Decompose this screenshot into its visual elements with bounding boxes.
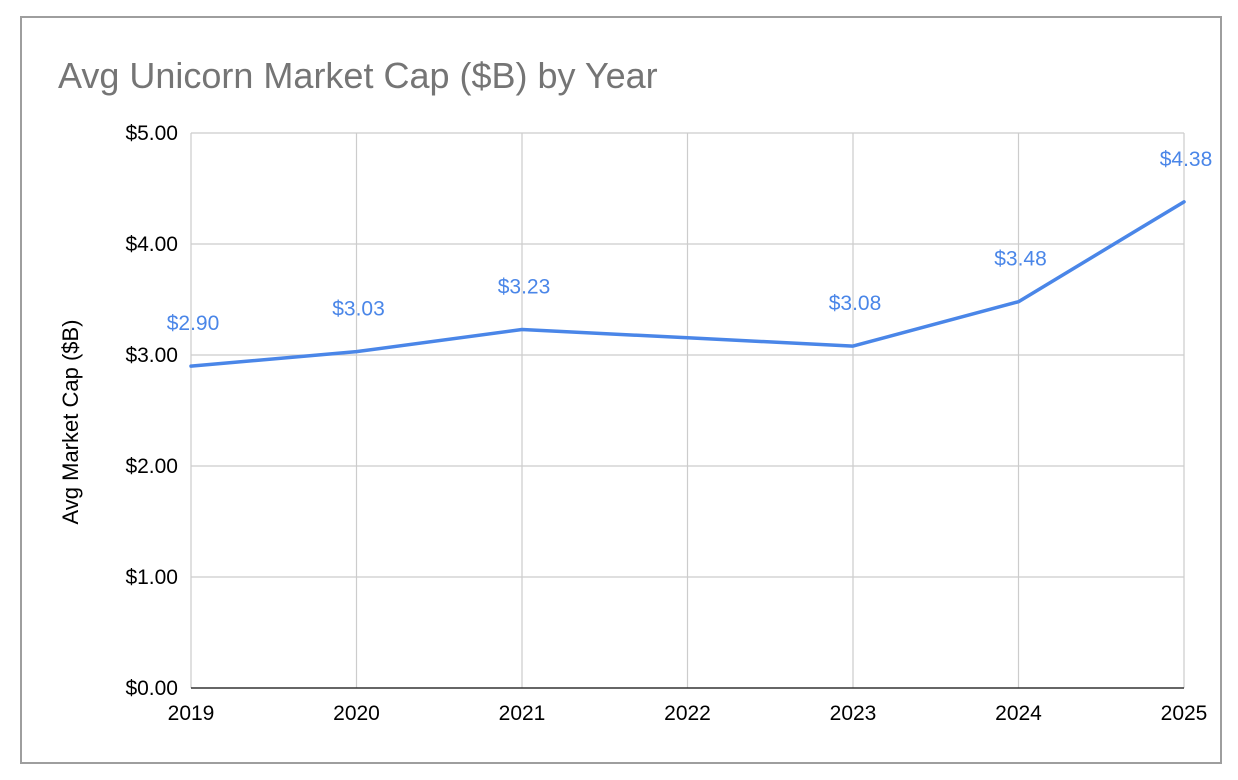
data-label: $3.23: [498, 275, 551, 298]
y-tick-label: $0.00: [125, 677, 178, 700]
x-tick-label: 2025: [1161, 702, 1208, 725]
x-tick-label: 2021: [499, 702, 546, 725]
chart-title: Avg Unicorn Market Cap ($B) by Year: [58, 55, 658, 96]
y-tick-label: $5.00: [125, 122, 178, 145]
data-label: $3.48: [994, 248, 1047, 271]
x-tick-label: 2024: [995, 702, 1042, 725]
x-tick-label: 2020: [333, 702, 380, 725]
y-tick-label: $2.00: [125, 455, 178, 478]
data-label: $4.38: [1160, 148, 1213, 171]
data-label: $3.03: [332, 298, 385, 321]
y-tick-labels: $0.00 $1.00 $2.00 $3.00 $4.00 $5.00: [125, 122, 178, 700]
series-line: [189, 200, 1186, 368]
x-tick-label: 2022: [664, 702, 711, 725]
x-tick-label: 2023: [830, 702, 877, 725]
series: [189, 200, 1186, 368]
data-label: $2.90: [167, 312, 220, 335]
x-tick-labels: 2019 2020 2021 2022 2023 2024 2025: [168, 702, 1208, 725]
y-tick-label: $4.00: [125, 233, 178, 256]
y-axis-label: Avg Market Cap ($B): [58, 319, 83, 524]
y-tick-label: $1.00: [125, 566, 178, 589]
gridlines: [190, 132, 1185, 688]
data-label: $3.08: [829, 292, 882, 315]
chart-frame: [20, 16, 1222, 764]
y-tick-label: $3.00: [125, 344, 178, 367]
data-labels: $2.90 $3.03 $3.23 $3.08 $3.48 $4.38: [167, 148, 1213, 335]
x-tick-label: 2019: [168, 702, 215, 725]
